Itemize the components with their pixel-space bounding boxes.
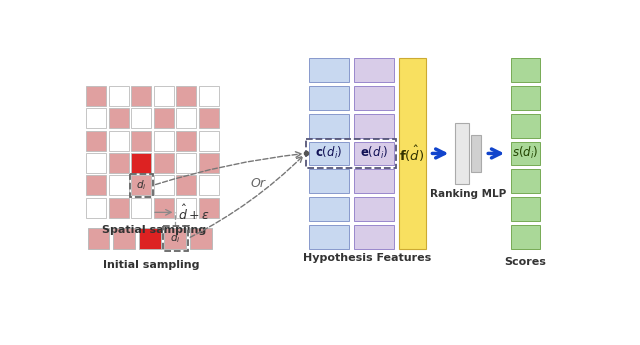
FancyBboxPatch shape <box>353 58 394 82</box>
FancyBboxPatch shape <box>109 131 129 151</box>
Text: $\hat{d}+\epsilon$: $\hat{d}+\epsilon$ <box>178 204 209 223</box>
FancyBboxPatch shape <box>308 197 349 221</box>
FancyBboxPatch shape <box>139 228 161 249</box>
FancyBboxPatch shape <box>353 86 394 110</box>
FancyBboxPatch shape <box>308 141 349 165</box>
FancyBboxPatch shape <box>109 86 129 106</box>
FancyBboxPatch shape <box>131 108 151 128</box>
Text: Or: Or <box>251 177 266 190</box>
FancyBboxPatch shape <box>308 225 349 248</box>
Text: $\mathbf{f}(\hat{d})$: $\mathbf{f}(\hat{d})$ <box>399 144 425 164</box>
FancyBboxPatch shape <box>176 175 196 195</box>
FancyBboxPatch shape <box>176 131 196 151</box>
FancyBboxPatch shape <box>88 228 109 249</box>
FancyBboxPatch shape <box>164 228 186 249</box>
FancyBboxPatch shape <box>353 114 394 138</box>
FancyBboxPatch shape <box>176 108 196 128</box>
FancyBboxPatch shape <box>176 153 196 173</box>
FancyBboxPatch shape <box>198 86 219 106</box>
FancyBboxPatch shape <box>86 86 106 106</box>
FancyBboxPatch shape <box>308 86 349 110</box>
FancyBboxPatch shape <box>198 198 219 218</box>
FancyBboxPatch shape <box>511 114 540 138</box>
FancyBboxPatch shape <box>190 228 212 249</box>
Text: $\mathbf{e}(d_i)$: $\mathbf{e}(d_i)$ <box>360 145 388 161</box>
FancyBboxPatch shape <box>131 175 151 195</box>
FancyBboxPatch shape <box>113 228 135 249</box>
FancyBboxPatch shape <box>131 86 151 106</box>
FancyBboxPatch shape <box>154 131 174 151</box>
FancyBboxPatch shape <box>511 197 540 221</box>
FancyBboxPatch shape <box>353 225 394 248</box>
FancyBboxPatch shape <box>308 114 349 138</box>
FancyBboxPatch shape <box>86 175 106 195</box>
FancyBboxPatch shape <box>154 86 174 106</box>
FancyBboxPatch shape <box>176 198 196 218</box>
FancyBboxPatch shape <box>198 108 219 128</box>
FancyBboxPatch shape <box>353 169 394 193</box>
FancyBboxPatch shape <box>511 58 540 82</box>
FancyBboxPatch shape <box>154 198 174 218</box>
FancyBboxPatch shape <box>353 141 394 165</box>
FancyBboxPatch shape <box>511 141 540 165</box>
FancyBboxPatch shape <box>86 153 106 173</box>
Text: $d_i$: $d_i$ <box>170 231 180 245</box>
FancyBboxPatch shape <box>308 58 349 82</box>
FancyBboxPatch shape <box>198 175 219 195</box>
FancyBboxPatch shape <box>154 175 174 195</box>
Text: $\mathbf{c}(d_i)$: $\mathbf{c}(d_i)$ <box>315 145 342 161</box>
FancyBboxPatch shape <box>511 225 540 248</box>
FancyBboxPatch shape <box>86 131 106 151</box>
FancyBboxPatch shape <box>86 198 106 218</box>
FancyBboxPatch shape <box>86 108 106 128</box>
FancyBboxPatch shape <box>154 108 174 128</box>
Text: $s(d_i)$: $s(d_i)$ <box>513 145 539 161</box>
FancyBboxPatch shape <box>109 175 129 195</box>
FancyBboxPatch shape <box>308 169 349 193</box>
FancyBboxPatch shape <box>176 86 196 106</box>
FancyBboxPatch shape <box>131 131 151 151</box>
FancyBboxPatch shape <box>455 122 469 184</box>
FancyBboxPatch shape <box>399 58 426 248</box>
Text: Spatial sampling: Spatial sampling <box>102 225 205 235</box>
FancyBboxPatch shape <box>131 153 151 173</box>
Text: Hypothesis Features: Hypothesis Features <box>303 253 431 263</box>
FancyBboxPatch shape <box>198 131 219 151</box>
FancyBboxPatch shape <box>353 197 394 221</box>
FancyBboxPatch shape <box>472 135 481 172</box>
Text: Initial sampling: Initial sampling <box>104 260 200 270</box>
FancyBboxPatch shape <box>154 153 174 173</box>
Text: $d_i$: $d_i$ <box>136 178 147 192</box>
FancyBboxPatch shape <box>511 169 540 193</box>
FancyBboxPatch shape <box>109 153 129 173</box>
Text: Scores: Scores <box>505 257 547 267</box>
FancyBboxPatch shape <box>109 108 129 128</box>
FancyBboxPatch shape <box>109 198 129 218</box>
FancyBboxPatch shape <box>198 153 219 173</box>
FancyBboxPatch shape <box>511 86 540 110</box>
FancyBboxPatch shape <box>131 198 151 218</box>
Text: Ranking MLP: Ranking MLP <box>430 189 506 199</box>
